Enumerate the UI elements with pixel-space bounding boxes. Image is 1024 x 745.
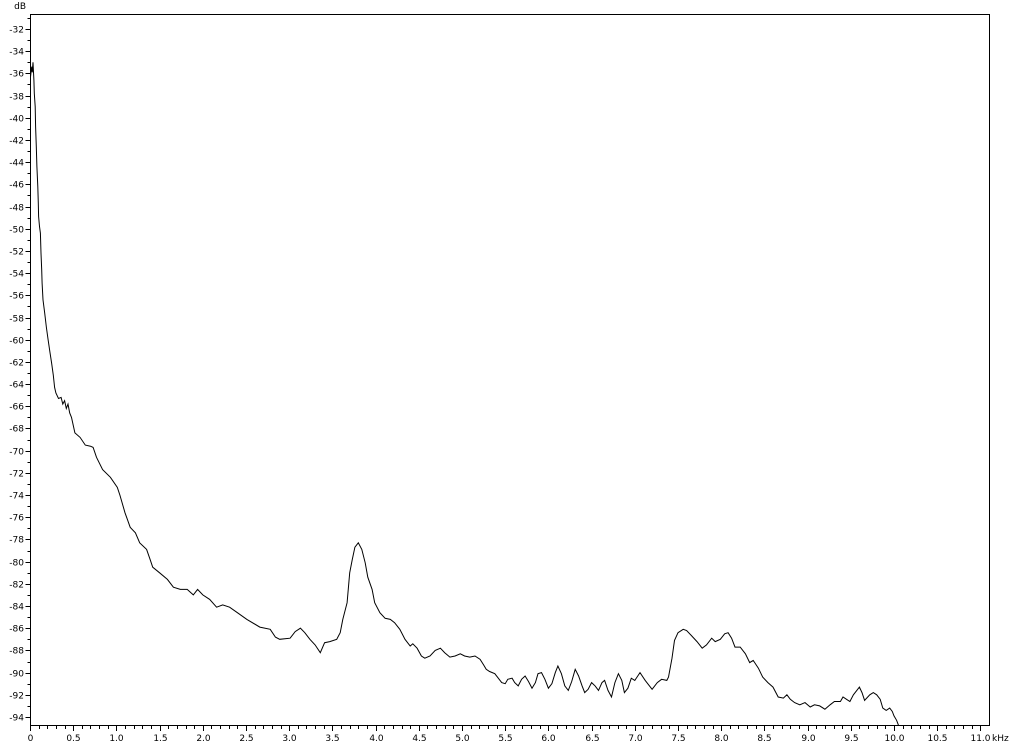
y-tick-label: -88	[9, 647, 24, 657]
y-tick-label: -56	[9, 292, 24, 302]
y-tick-label: -38	[9, 93, 24, 103]
y-tick-label: -70	[9, 448, 24, 458]
x-tick-label: 1.0	[109, 734, 124, 744]
x-tick-label: 6.5	[585, 734, 599, 744]
x-tick-label: 5.5	[498, 734, 512, 744]
x-tick-label: 4.0	[369, 734, 384, 744]
y-tick-label: -76	[9, 514, 24, 524]
y-tick-label: -52	[9, 248, 24, 258]
x-tick-label: 10.5	[927, 734, 947, 744]
y-tick-label: -60	[9, 337, 24, 347]
x-tick-label: 0	[28, 734, 34, 744]
y-tick-label: -42	[9, 137, 24, 147]
x-tick-label: 3.5	[325, 734, 339, 744]
x-axis: 0 0.5 1.0 1.5 2.0 2.5 3.0 3.5 4.0 4.5 5.0 5.5 6.0 6.5…	[28, 726, 991, 744]
y-tick-label: -86	[9, 625, 24, 635]
x-tick-label: 4.5	[412, 734, 426, 744]
x-tick-label: 2.5	[239, 734, 253, 744]
plot-frame	[30, 14, 990, 726]
y-tick-label: -58	[9, 315, 24, 325]
y-tick-label: -54	[9, 270, 24, 280]
y-tick-label: -82	[9, 581, 24, 591]
y-tick-label: -46	[9, 181, 24, 191]
y-tick-label: -92	[9, 692, 24, 702]
y-axis-unit-label: dB	[14, 2, 26, 12]
x-tick-label: 5.0	[455, 734, 470, 744]
x-axis-unit-label: kHz	[992, 734, 1009, 744]
x-tick-label: 8.5	[757, 734, 771, 744]
y-tick-label: -34	[9, 48, 24, 58]
y-tick-label: -68	[9, 425, 24, 435]
x-tick-label: 10.0	[884, 734, 904, 744]
x-tick-label: 8.0	[714, 734, 729, 744]
x-tick-label: 6.0	[541, 734, 556, 744]
spectrum-trace	[30, 62, 900, 726]
x-tick-label: 2.0	[196, 734, 211, 744]
y-tick-label: -78	[9, 536, 24, 546]
y-tick-label: -84	[9, 603, 24, 613]
x-tick-label: 11.0	[970, 734, 990, 744]
plot-border	[30, 14, 990, 726]
y-tick-label: -64	[9, 381, 24, 391]
x-tick-label: 0.5	[66, 734, 80, 744]
y-tick-label: -32	[9, 26, 24, 36]
y-tick-label: -40	[9, 115, 24, 125]
y-tick-label: -72	[9, 470, 24, 480]
y-tick-label: -50	[9, 226, 24, 236]
y-tick-label: -62	[9, 359, 24, 369]
y-tick-label: -74	[9, 492, 24, 502]
x-tick-label: 7.5	[671, 734, 685, 744]
y-tick-label: -48	[9, 204, 24, 214]
y-tick-label: -90	[9, 670, 24, 680]
x-tick-label: 9.5	[844, 734, 858, 744]
y-tick-label: -66	[9, 403, 24, 413]
y-tick-label: -44	[9, 159, 24, 169]
y-tick-label: -36	[9, 70, 24, 80]
x-tick-label: 7.0	[628, 734, 643, 744]
x-tick-label: 3.0	[282, 734, 297, 744]
y-tick-label: -94	[9, 714, 24, 724]
x-tick-label: 1.5	[153, 734, 167, 744]
y-axis: -32 -34 -36 -38 -40 -42 -44 -46 -48 -50 -52 -54 -56 -…	[9, 18, 31, 724]
x-tick-label: 9.0	[801, 734, 816, 744]
y-tick-label: -80	[9, 559, 24, 569]
